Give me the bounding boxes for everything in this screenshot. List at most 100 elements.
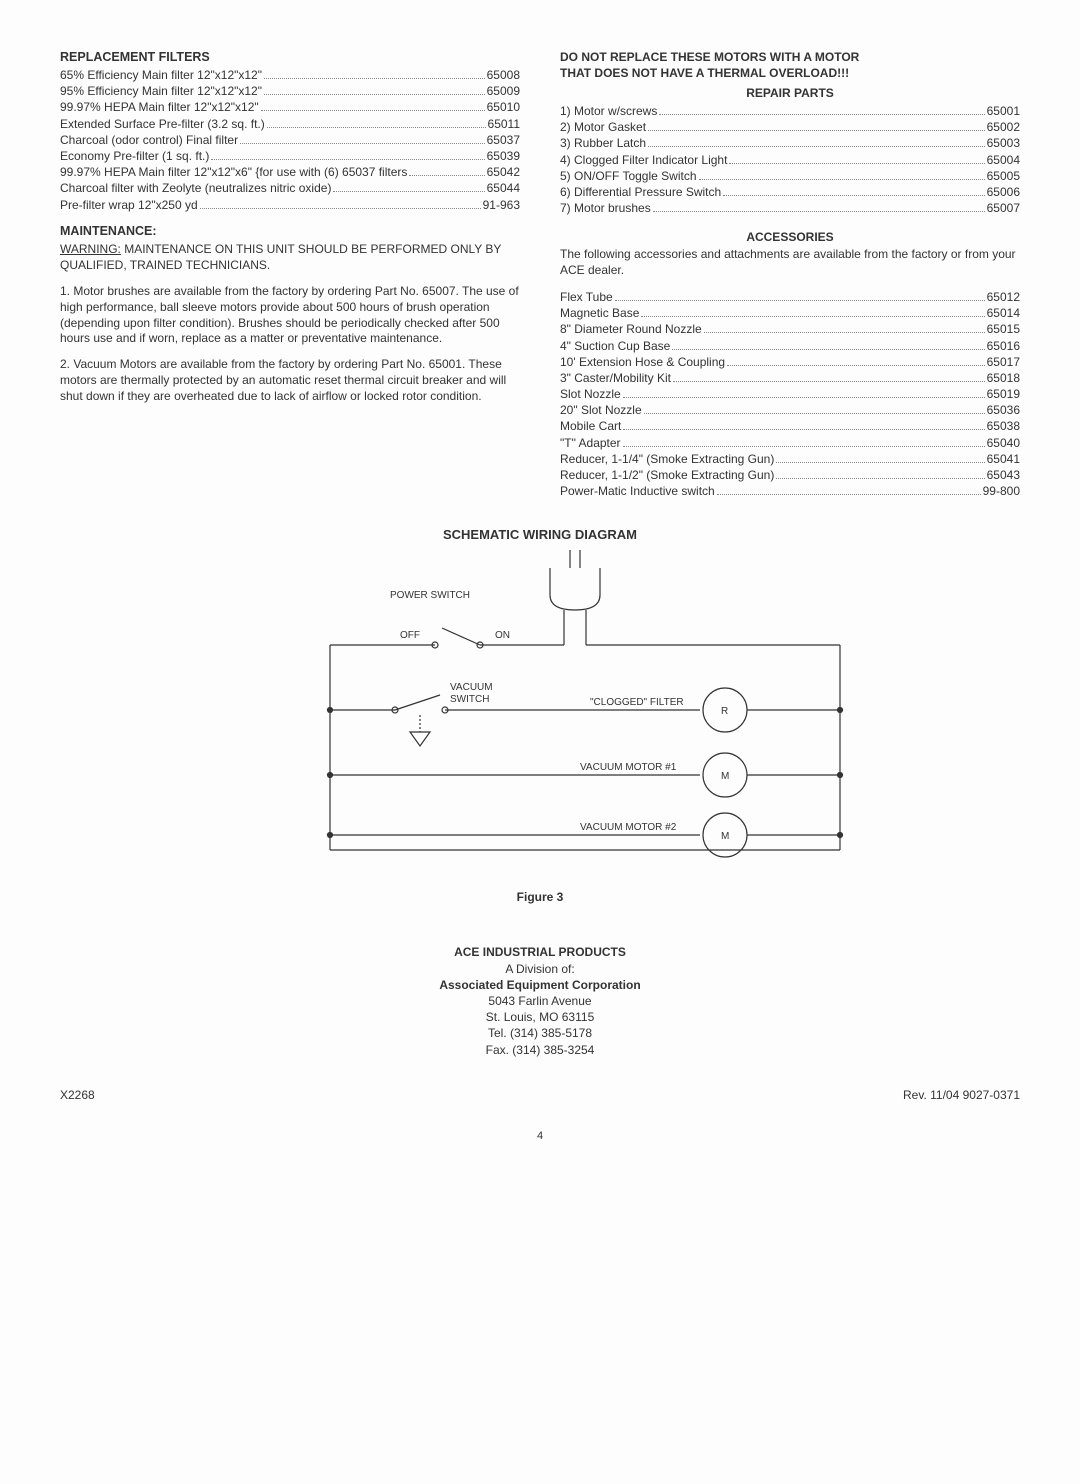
repair-label: 4) Clogged Filter Indicator Light <box>560 152 727 168</box>
repair-row: 3) Rubber Latch65003 <box>560 135 1020 151</box>
accessory-partnum: 65043 <box>987 467 1020 483</box>
accessory-row: 10' Extension Hose & Coupling65017 <box>560 354 1020 370</box>
footer-tel: Tel. (314) 385-5178 <box>60 1025 1020 1041</box>
dot-leader <box>644 404 985 415</box>
dot-leader <box>200 198 481 209</box>
repair-label: 5) ON/OFF Toggle Switch <box>560 168 697 184</box>
accessory-partnum: 65017 <box>987 354 1020 370</box>
footer-division: A Division of: <box>60 961 1020 977</box>
accessory-partnum: 65014 <box>987 305 1020 321</box>
accessory-row: Slot Nozzle65019 <box>560 386 1020 402</box>
dot-leader <box>623 436 985 447</box>
filter-partnum: 65011 <box>488 116 520 132</box>
repair-label: 2) Motor Gasket <box>560 119 646 135</box>
accessory-row: Reducer, 1-1/4" (Smoke Extracting Gun)65… <box>560 451 1020 467</box>
accessories-title: ACCESSORIES <box>560 230 1020 244</box>
warning-text: MAINTENANCE ON THIS UNIT SHOULD BE PERFO… <box>60 242 501 272</box>
accessory-partnum: 65015 <box>987 321 1020 337</box>
dot-leader <box>267 117 486 128</box>
filter-partnum: 65009 <box>487 83 520 99</box>
filter-row: Charcoal filter with Zeolyte (neutralize… <box>60 180 520 196</box>
wiring-diagram: POWER SWITCH OFF ON VACUUM SWITCH "CLOGG… <box>60 550 1020 880</box>
dot-leader <box>261 101 485 112</box>
filter-label: 99.97% HEPA Main filter 12"x12"x12" <box>60 99 259 115</box>
diagram-label-m1: M <box>721 771 729 782</box>
diagram-title: SCHEMATIC WIRING DIAGRAM <box>60 527 1020 542</box>
diagram-label-vm1: VACUUM MOTOR #1 <box>580 762 677 773</box>
accessory-label: Flex Tube <box>560 289 613 305</box>
right-column: DO NOT REPLACE THESE MOTORS WITH A MOTOR… <box>560 50 1020 499</box>
accessory-label: "T" Adapter <box>560 435 621 451</box>
footer-addr1: 5043 Farlin Avenue <box>60 993 1020 1009</box>
maintenance-p1: 1. Motor brushes are available from the … <box>60 284 520 347</box>
left-column: REPLACEMENT FILTERS 65% Efficiency Main … <box>60 50 520 499</box>
accessory-row: 3" Caster/Mobility Kit65018 <box>560 370 1020 386</box>
filter-partnum: 65010 <box>487 99 520 115</box>
accessory-row: Power-Matic Inductive switch99-800 <box>560 483 1020 499</box>
footer-corp: Associated Equipment Corporation <box>60 977 1020 993</box>
accessory-row: Flex Tube 65012 <box>560 289 1020 305</box>
filter-row: Charcoal (odor control) Final filter 6503… <box>60 132 520 148</box>
accessory-partnum: 65040 <box>987 435 1020 451</box>
filter-label: Charcoal (odor control) Final filter <box>60 132 238 148</box>
repair-partnum: 65006 <box>987 184 1020 200</box>
filter-row: Pre-filter wrap 12"x250 yd91-963 <box>60 197 520 213</box>
repair-partnum: 65003 <box>987 135 1020 151</box>
diagram-label-vm2: VACUUM MOTOR #2 <box>580 822 677 833</box>
filter-row: 99.97% HEPA Main filter 12"x12"x6" {for … <box>60 164 520 180</box>
filter-partnum: 65037 <box>487 132 520 148</box>
dot-leader <box>615 290 985 301</box>
diagram-label-switch: SWITCH <box>450 694 489 705</box>
accessories-intro: The following accessories and attachment… <box>560 247 1020 279</box>
diagram-label-power-switch: POWER SWITCH <box>390 590 470 601</box>
accessory-row: 4" Suction Cup Base 65016 <box>560 338 1020 354</box>
repair-label: 6) Differential Pressure Switch <box>560 184 721 200</box>
dot-leader <box>409 166 484 177</box>
filter-row: 99.97% HEPA Main filter 12"x12"x12" 65010 <box>60 99 520 115</box>
dot-leader <box>623 388 985 399</box>
repair-row: 7) Motor brushes65007 <box>560 200 1020 216</box>
filter-partnum: 65039 <box>487 148 520 164</box>
footer-company: ACE INDUSTRIAL PRODUCTS <box>60 944 1020 960</box>
footer-left-code: X2268 <box>60 1088 95 1102</box>
footer-meta-row: X2268 Rev. 11/04 9027-0371 <box>60 1088 1020 1102</box>
accessory-label: 4" Suction Cup Base <box>560 338 670 354</box>
accessory-row: "T" Adapter 65040 <box>560 435 1020 451</box>
filter-label: Extended Surface Pre-filter (3.2 sq. ft.… <box>60 116 265 132</box>
dot-leader <box>641 307 984 318</box>
maintenance-title: MAINTENANCE: <box>60 223 520 240</box>
filter-label: Economy Pre-filter (1 sq. ft.) <box>60 148 209 164</box>
accessory-partnum: 65041 <box>987 451 1020 467</box>
accessory-row: 20" Slot Nozzle65036 <box>560 402 1020 418</box>
diagram-label-clogged: "CLOGGED" FILTER <box>590 697 684 708</box>
dot-leader <box>673 371 985 382</box>
repair-label: 7) Motor brushes <box>560 200 651 216</box>
accessory-partnum: 65036 <box>987 402 1020 418</box>
motor-warning-l2: THAT DOES NOT HAVE A THERMAL OVERLOAD!!! <box>560 66 1020 80</box>
dot-leader <box>333 182 484 193</box>
accessory-row: Reducer, 1-1/2" (Smoke Extracting Gun) 65… <box>560 467 1020 483</box>
filter-label: Charcoal filter with Zeolyte (neutralize… <box>60 180 331 196</box>
repair-partnum: 65004 <box>987 152 1020 168</box>
accessory-partnum: 65018 <box>987 370 1020 386</box>
accessory-label: Reducer, 1-1/2" (Smoke Extracting Gun) <box>560 467 774 483</box>
filter-row: Extended Surface Pre-filter (3.2 sq. ft.… <box>60 116 520 132</box>
dot-leader <box>264 85 485 96</box>
accessory-label: Power-Matic Inductive switch <box>560 483 715 499</box>
accessory-partnum: 65012 <box>987 289 1020 305</box>
accessory-partnum: 65016 <box>987 338 1020 354</box>
repair-row: 4) Clogged Filter Indicator Light 65004 <box>560 152 1020 168</box>
repair-row: 6) Differential Pressure Switch 65006 <box>560 184 1020 200</box>
page-number: 4 <box>60 1130 1020 1142</box>
dot-leader <box>717 485 981 496</box>
dot-leader <box>659 104 984 115</box>
accessory-row: Magnetic Base65014 <box>560 305 1020 321</box>
filter-partnum: 65008 <box>487 67 520 83</box>
filter-partnum: 65042 <box>487 164 520 180</box>
accessory-row: 8" Diameter Round Nozzle65015 <box>560 321 1020 337</box>
dot-leader <box>623 420 984 431</box>
dot-leader <box>729 153 984 164</box>
dot-leader <box>648 137 985 148</box>
filter-label: 65% Efficiency Main filter 12"x12"x12" <box>60 67 262 83</box>
two-column-layout: REPLACEMENT FILTERS 65% Efficiency Main … <box>60 50 1020 499</box>
